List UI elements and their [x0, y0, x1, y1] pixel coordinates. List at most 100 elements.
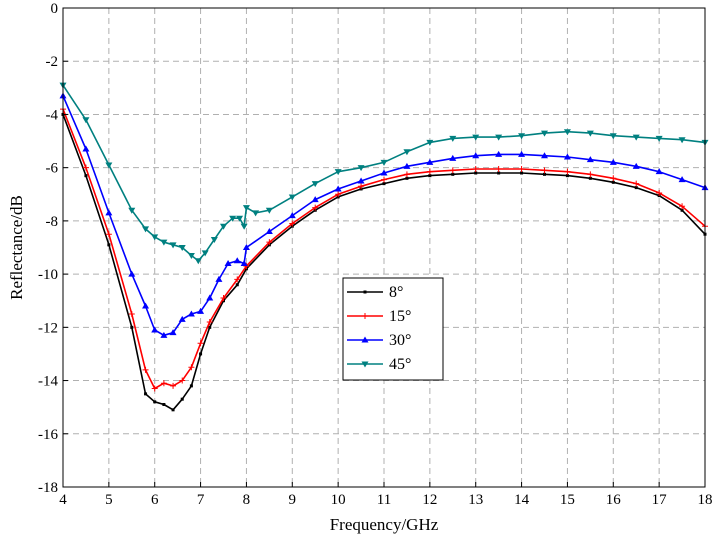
- data-point: [289, 220, 296, 227]
- data-point: [472, 165, 479, 172]
- x-tick-label: 14: [514, 492, 530, 508]
- data-point: [334, 185, 342, 192]
- data-point: [541, 130, 548, 137]
- data-point: [153, 400, 157, 404]
- data-point: [405, 176, 409, 180]
- data-point: [678, 176, 686, 183]
- data-point: [189, 384, 193, 388]
- data-point: [335, 191, 342, 198]
- data-point: [518, 133, 526, 140]
- data-point: [151, 326, 159, 333]
- data-point: [474, 171, 478, 175]
- data-point: [426, 168, 433, 175]
- data-point: [201, 250, 209, 257]
- data-point: [380, 169, 388, 176]
- data-point: [541, 152, 548, 159]
- x-axis-label: Frequency/GHz: [330, 515, 439, 534]
- data-point: [586, 156, 594, 163]
- data-point: [403, 162, 411, 169]
- data-point: [656, 189, 663, 196]
- legend-marker-2: [362, 313, 368, 319]
- data-point: [151, 385, 158, 392]
- data-point: [107, 243, 111, 247]
- data-point: [381, 176, 387, 183]
- x-tick-label: 13: [468, 492, 483, 508]
- data-point: [178, 245, 186, 251]
- data-point: [587, 171, 594, 178]
- y-tick-label: -4: [46, 107, 59, 123]
- data-point: [187, 310, 195, 317]
- data-point: [187, 252, 195, 259]
- data-point: [288, 212, 296, 219]
- y-tick-label: -18: [38, 480, 58, 496]
- legend: 8° 15° 30° 45°: [342, 277, 444, 381]
- data-point: [609, 158, 617, 165]
- data-point: [426, 139, 434, 146]
- data-point: [240, 259, 248, 266]
- tick-labels: 4 5 6 7 8 9 10 11 12 13 14 15 16 17 18 0 -2 -4 -6 -8 -10 -12 -…: [38, 1, 713, 508]
- data-point: [105, 231, 112, 238]
- data-point: [242, 244, 250, 250]
- data-point: [495, 165, 502, 172]
- x-tick-label: 4: [59, 492, 67, 508]
- data-point: [210, 237, 218, 244]
- legend-marker-1: [363, 290, 367, 294]
- data-point: [128, 207, 136, 214]
- legend-label-1: 8°: [389, 284, 403, 301]
- data-point: [188, 364, 195, 371]
- data-point: [160, 331, 168, 338]
- data-point: [311, 196, 319, 203]
- data-point: [162, 403, 166, 407]
- data-point: [128, 311, 135, 318]
- y-tick-label: -8: [46, 214, 59, 230]
- data-point: [199, 352, 203, 356]
- series-3: [59, 92, 709, 338]
- data-point: [130, 325, 134, 329]
- x-tick-label: 11: [377, 492, 391, 508]
- data-point: [229, 215, 237, 222]
- data-point: [678, 137, 686, 144]
- y-tick-label: -10: [38, 267, 58, 283]
- y-tick-label: -12: [38, 320, 58, 336]
- data-point: [634, 186, 638, 190]
- data-point: [563, 129, 571, 136]
- data-point: [178, 315, 186, 322]
- data-point: [449, 154, 457, 161]
- data-point: [451, 172, 455, 176]
- data-point: [655, 168, 663, 175]
- data-point: [563, 153, 571, 160]
- data-point: [151, 234, 159, 241]
- data-point: [611, 180, 615, 184]
- series-group: [59, 82, 709, 412]
- legend-marker-4: [361, 361, 369, 368]
- data-point: [265, 228, 273, 235]
- data-point: [170, 382, 177, 389]
- x-tick-label: 7: [197, 492, 205, 508]
- data-point: [586, 130, 594, 137]
- data-point: [403, 171, 410, 178]
- series-4: [59, 82, 709, 265]
- data-point: [311, 181, 319, 188]
- data-point: [449, 135, 457, 142]
- legend-label-4: 45°: [389, 356, 411, 373]
- y-tick-label: 0: [51, 1, 59, 17]
- grid: [63, 8, 705, 487]
- data-point: [609, 133, 617, 140]
- data-point: [235, 283, 239, 287]
- data-point: [82, 145, 90, 152]
- data-point: [403, 149, 411, 156]
- data-point: [520, 171, 524, 175]
- x-tick-label: 16: [606, 492, 622, 508]
- x-tick-label: 6: [151, 492, 159, 508]
- series-2: [60, 106, 708, 392]
- data-point: [543, 172, 546, 176]
- data-point: [142, 302, 150, 309]
- data-point: [380, 159, 388, 166]
- data-point: [680, 208, 684, 212]
- data-point: [236, 215, 244, 222]
- x-tick-label: 5: [105, 492, 113, 508]
- data-point: [518, 165, 525, 172]
- data-point: [220, 223, 227, 230]
- legend-box: [342, 277, 444, 381]
